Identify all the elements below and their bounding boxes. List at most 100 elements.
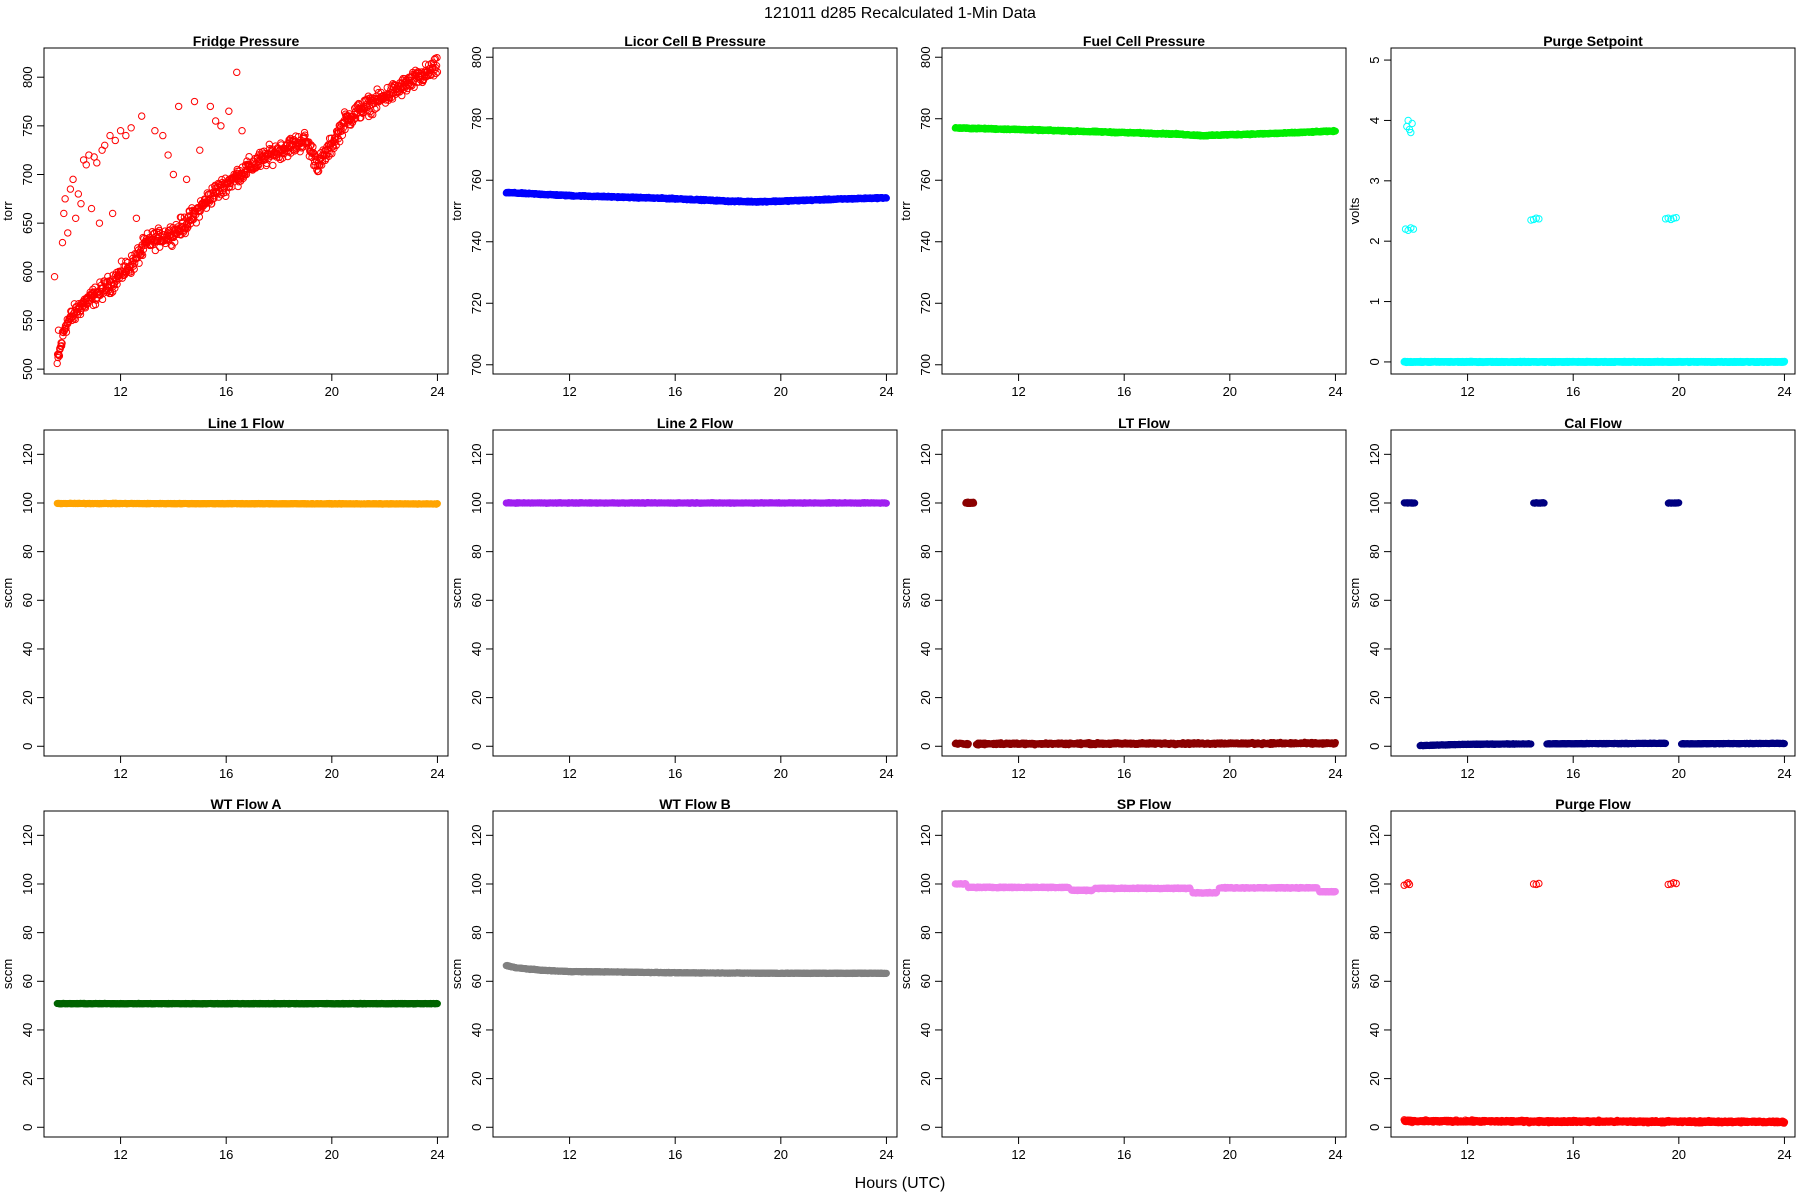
y-tick-label: 20 [20,690,35,704]
x-tick-label: 20 [325,384,339,399]
y-axis-label: torr [449,201,464,221]
y-tick-label: 780 [469,108,484,130]
data-point [57,342,66,350]
data-point [202,204,211,212]
data-point [62,328,71,336]
x-tick-label: 12 [1011,384,1025,399]
y-tick-label: 760 [469,169,484,191]
data-point [135,259,143,267]
y-tick-label: 80 [20,544,35,558]
data-point [242,170,251,179]
y-tick-label: 120 [20,443,35,465]
data-point [278,154,287,162]
x-tick-label: 12 [113,766,127,781]
data-point [174,223,182,231]
x-tick-label: 16 [1566,384,1580,399]
y-tick-label: 700 [918,354,933,376]
y-tick-label: 4 [1367,117,1382,124]
y-tick-label: 800 [918,46,933,68]
y-tick-label: 600 [20,261,35,283]
y-tick-label: 760 [918,169,933,191]
y-tick-label: 800 [469,46,484,68]
y-tick-label: 550 [20,310,35,332]
panel-title: Purge Setpoint [1543,33,1643,49]
x-tick-label: 24 [1328,384,1342,399]
x-tick-label: 12 [562,384,576,399]
x-tick-label: 16 [219,766,233,781]
y-tick-label: 650 [20,212,35,234]
y-tick-label: 40 [20,642,35,656]
y-tick-label: 780 [918,108,933,130]
data-point [1331,127,1339,135]
y-tick-label: 1 [1367,298,1382,305]
panel-title: Fuel Cell Pressure [1083,33,1205,49]
y-tick-label: 0 [1367,358,1382,365]
figure-x-axis-label: Hours (UTC) [855,1175,946,1192]
y-tick-label: 60 [20,593,35,607]
y-tick-label: 700 [20,164,35,186]
data-point [107,289,115,298]
panel-title: Fridge Pressure [193,33,300,49]
x-tick-label: 20 [774,384,788,399]
data-point [181,229,189,238]
x-tick-label: 20 [1672,384,1686,399]
x-tick-label: 24 [430,384,444,399]
data-point [307,141,315,149]
data-point [225,183,233,192]
data-point [222,192,230,200]
data-point [882,194,890,202]
x-tick-label: 24 [1777,384,1791,399]
data-point [256,162,265,171]
y-tick-label: 5 [1367,56,1382,63]
y-tick-label: 700 [469,354,484,376]
y-tick-label: 2 [1367,238,1382,245]
y-tick-label: 800 [20,66,35,88]
y-tick-label: 500 [20,358,35,380]
y-axis-label: sccm [0,578,15,608]
data-points [502,499,890,507]
data-point [180,213,189,221]
y-tick-label: 720 [469,292,484,314]
data-point [111,284,119,292]
y-tick-label: 3 [1367,177,1382,184]
data-point [433,500,441,508]
panel-title: Line 1 Flow [208,415,284,431]
data-points [50,53,442,368]
data-point [177,213,186,222]
data-point [183,224,191,233]
y-tick-label: 0 [20,743,35,750]
data-point [76,310,85,319]
data-point [58,339,66,347]
y-axis-label: torr [898,201,913,221]
data-point [62,324,70,333]
data-point [192,219,200,227]
data-point [309,143,317,151]
y-axis-label: torr [0,201,15,221]
x-tick-label: 20 [1223,384,1237,399]
data-point [138,251,147,260]
figure-title: 121011 d285 Recalculated 1-Min Data [764,5,1036,22]
x-tick-label: 16 [219,384,233,399]
data-point [91,300,100,309]
data-point [171,238,179,246]
y-tick-label: 740 [918,231,933,253]
y-axis-label: volts [1347,197,1362,224]
x-tick-label: 16 [668,384,682,399]
data-point [226,183,234,191]
data-point [301,131,309,139]
data-point [215,193,223,201]
x-tick-label: 24 [879,384,893,399]
data-point [68,307,76,316]
data-point [138,250,146,258]
x-tick-label: 12 [113,384,127,399]
data-points [53,499,441,508]
data-point [300,128,309,137]
y-tick-label: 100 [20,492,35,514]
x-tick-label: 16 [1117,384,1131,399]
y-tick-label: 740 [469,231,484,253]
data-point [269,161,277,170]
x-tick-label: 24 [430,766,444,781]
